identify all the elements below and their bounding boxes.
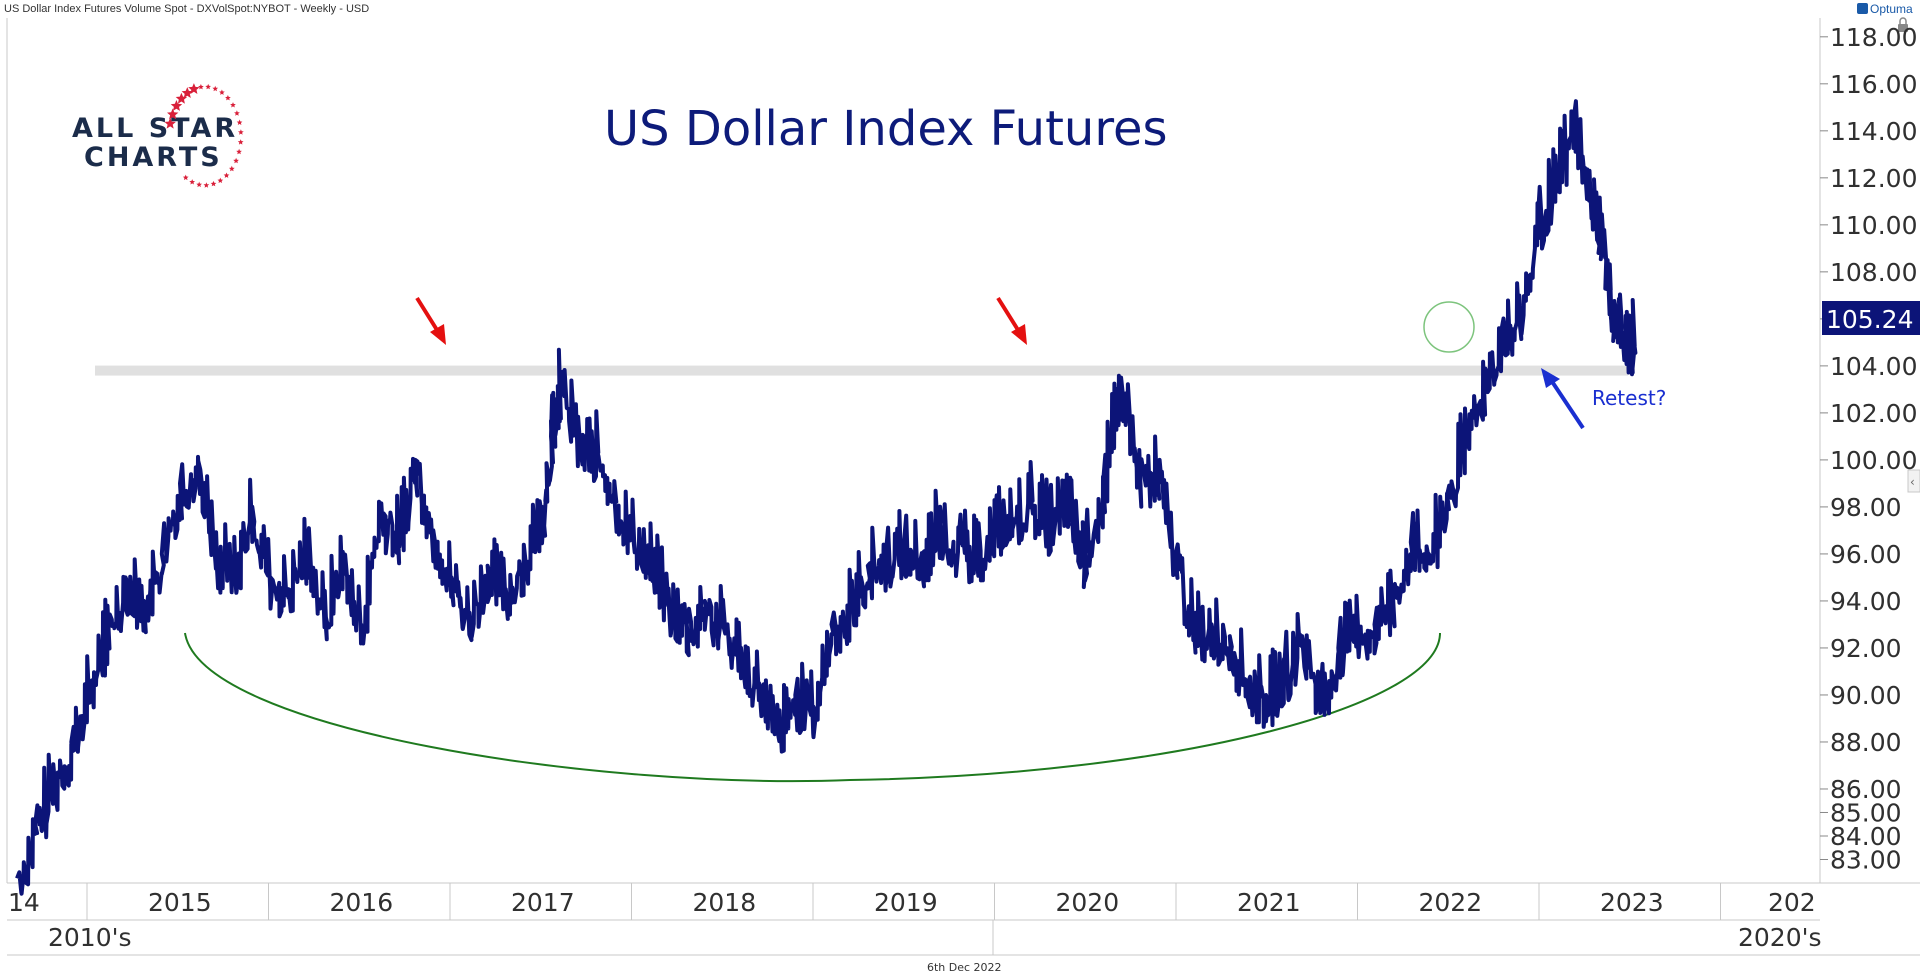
price-series-line xyxy=(15,99,1638,896)
y-tick-label: 104.00 xyxy=(1830,352,1917,381)
red-arrow-2016 xyxy=(415,296,446,345)
red-arrow-2019 xyxy=(996,296,1027,345)
logo-star-icon xyxy=(225,95,231,101)
rounding-bottom-arc xyxy=(184,632,1441,783)
y-tick-label: 84.00 xyxy=(1830,822,1902,851)
logo-star-icon xyxy=(236,148,242,155)
logo-line-1: ALL STAR xyxy=(72,113,238,144)
x-year-label: 2016 xyxy=(330,888,394,917)
y-tick-label: 98.00 xyxy=(1830,493,1902,522)
x-year-label: 14 xyxy=(8,888,40,917)
logo-star-icon xyxy=(188,83,200,94)
y-tick-label: 92.00 xyxy=(1830,634,1902,663)
logo-star-icon xyxy=(170,100,183,111)
logo-star-icon xyxy=(238,129,244,135)
logo-star-icon xyxy=(212,85,219,92)
optuma-logo-icon xyxy=(1857,3,1868,14)
logo-star-icon xyxy=(167,108,179,120)
x-decade-label: 2010's xyxy=(48,923,132,952)
logo-star-icon xyxy=(205,83,211,90)
logo-star-icon xyxy=(230,102,236,108)
logo-star-icon xyxy=(234,110,240,116)
chart-title: US Dollar Index Futures xyxy=(604,101,1168,157)
x-year-label: 2017 xyxy=(511,888,575,917)
collapse-panel-glyph: ‹ xyxy=(1910,475,1915,489)
x-year-label: 2023 xyxy=(1600,888,1664,917)
x-year-label: 2019 xyxy=(874,888,938,917)
logo-stars-icon xyxy=(164,83,244,188)
chart-header-text: US Dollar Index Futures Volume Spot - DX… xyxy=(4,3,369,15)
y-tick-label: 108.00 xyxy=(1830,258,1917,287)
logo-star-icon xyxy=(236,119,243,125)
logo-star-icon xyxy=(223,172,230,178)
logo-star-icon xyxy=(181,87,193,98)
x-year-label: 2015 xyxy=(148,888,212,917)
y-tick-label: 114.00 xyxy=(1830,117,1917,146)
y-tick-label: 112.00 xyxy=(1830,164,1917,193)
logo-star-icon xyxy=(196,181,202,188)
logo-star-icon xyxy=(210,180,217,187)
lock-icon[interactable] xyxy=(1898,24,1908,32)
x-decade-label: 2020's xyxy=(1738,923,1822,952)
x-year-label: 2020 xyxy=(1056,888,1120,917)
logo-star-icon xyxy=(229,165,235,172)
footer-date: 6th Dec 2022 xyxy=(927,961,1002,974)
logo-star-icon xyxy=(182,174,189,181)
logo-star-icon xyxy=(203,182,210,188)
x-year-label: 2018 xyxy=(693,888,757,917)
lock-icon-shackle xyxy=(1899,17,1907,24)
collapse-panel-icon[interactable] xyxy=(1907,469,1920,493)
y-axis: 118.00116.00114.00112.00110.00108.00106.… xyxy=(1820,23,1917,874)
y-tick-label: 83.00 xyxy=(1830,845,1902,874)
x-year-label: 202 xyxy=(1768,888,1816,917)
optuma-brand: Optuma xyxy=(1870,2,1913,16)
x-year-label: 2021 xyxy=(1237,888,1301,917)
y-tick-label: 90.00 xyxy=(1830,681,1902,710)
last-price-tag xyxy=(1822,301,1920,335)
breakout-circle xyxy=(1423,301,1475,353)
all-star-charts-logo: ALL STAR CHARTS xyxy=(72,83,244,188)
x-axis: 14 2015 2016 2017 2018 2019 2020 2021 2022 2023 20… xyxy=(8,883,1822,952)
logo-star-icon xyxy=(198,84,204,90)
y-tick-label: 86.00 xyxy=(1830,775,1902,804)
logo-star-icon xyxy=(219,89,225,95)
logo-star-icon xyxy=(189,179,195,185)
y-tick-label: 118.00 xyxy=(1830,23,1917,52)
logo-star-icon xyxy=(175,92,188,104)
y-tick-label: 100.00 xyxy=(1830,446,1917,475)
logo-star-icon xyxy=(217,177,224,183)
y-tick-label: 88.00 xyxy=(1830,728,1902,757)
y-tick-label: 116.00 xyxy=(1830,70,1917,99)
resistance-band xyxy=(95,365,1628,376)
y-tick-label: 96.00 xyxy=(1830,540,1902,569)
y-tick-label: 102.00 xyxy=(1830,399,1917,428)
logo-star-icon xyxy=(164,117,176,129)
blue-arrow-retest xyxy=(1541,368,1585,430)
logo-star-icon xyxy=(233,157,239,164)
x-year-label: 2022 xyxy=(1419,888,1483,917)
logo-star-icon xyxy=(237,139,244,145)
y-tick-label: 85.00 xyxy=(1830,798,1902,827)
retest-annotation: Retest? xyxy=(1592,386,1666,410)
y-tick-label: 94.00 xyxy=(1830,587,1902,616)
logo-line-2: CHARTS xyxy=(84,142,223,173)
y-tick-label: 110.00 xyxy=(1830,211,1917,240)
last-price-label: 105.24 xyxy=(1826,305,1913,334)
